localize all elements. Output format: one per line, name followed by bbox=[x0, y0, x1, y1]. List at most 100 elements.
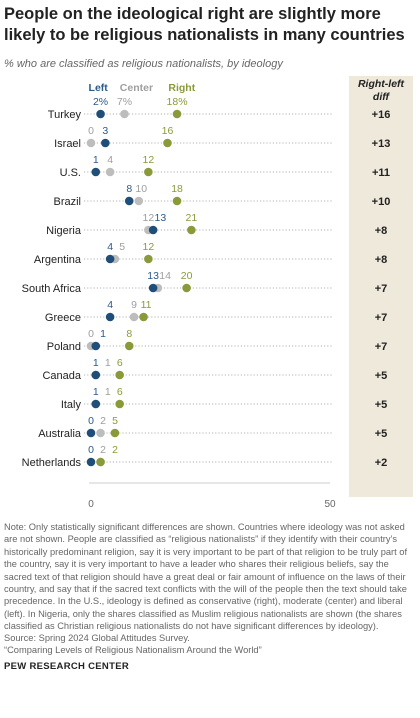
diff-value: +10 bbox=[372, 196, 391, 208]
country-label: Argentina bbox=[34, 254, 82, 266]
row-australia: Australia 0 2 5 +5 bbox=[38, 415, 387, 440]
center-value-label: 7% bbox=[117, 96, 132, 108]
left-value-label: 0 bbox=[88, 415, 94, 427]
row-brazil: Brazil 8 10 18 +10 bbox=[53, 183, 390, 208]
country-label: Poland bbox=[47, 341, 81, 353]
country-label: Canada bbox=[42, 370, 81, 382]
row-israel: Israel 0 3 16 +13 bbox=[54, 125, 390, 150]
right-value-label: 12 bbox=[143, 241, 155, 253]
right-value-label: 12 bbox=[143, 154, 155, 166]
left-value-label: 4 bbox=[107, 299, 113, 311]
center-value-label: 0 bbox=[88, 328, 94, 340]
right-dot bbox=[124, 341, 134, 351]
left-value-label: 13 bbox=[155, 212, 167, 224]
right-dot bbox=[115, 399, 124, 409]
left-value-label: 4 bbox=[107, 241, 113, 253]
legend-left: Left bbox=[89, 82, 109, 94]
diff-value: +7 bbox=[375, 312, 388, 324]
right-dot bbox=[172, 109, 182, 119]
country-label: Israel bbox=[54, 138, 81, 150]
country-label: South Africa bbox=[22, 283, 82, 295]
center-dot bbox=[129, 312, 139, 322]
right-value-label: 6 bbox=[117, 386, 123, 398]
right-dot bbox=[187, 225, 196, 235]
diff-value: +16 bbox=[372, 109, 391, 121]
row-turkey: Turkey 2% 7% 18% +16 bbox=[48, 96, 391, 121]
left-value-label: 1 bbox=[93, 154, 99, 166]
center-dot bbox=[120, 109, 129, 119]
right-value-label: 6 bbox=[117, 357, 123, 369]
right-dot bbox=[115, 370, 124, 380]
left-dot bbox=[105, 254, 115, 264]
left-value-label: 1 bbox=[100, 328, 106, 340]
center-dot bbox=[86, 138, 96, 148]
row-south-africa: South Africa 13 14 20 +7 bbox=[22, 270, 388, 295]
left-dot bbox=[91, 370, 101, 380]
right-value-label: 16 bbox=[162, 125, 174, 137]
center-dot bbox=[134, 196, 144, 206]
diff-value: +5 bbox=[375, 399, 388, 411]
left-value-label: 2% bbox=[93, 96, 108, 108]
right-dot bbox=[163, 138, 172, 148]
center-value-label: 1 bbox=[105, 357, 111, 369]
left-dot bbox=[148, 283, 158, 293]
right-dot bbox=[144, 167, 153, 177]
diff-column-background bbox=[349, 76, 413, 497]
legend-right: Right bbox=[168, 82, 195, 94]
diff-value: +7 bbox=[375, 283, 388, 295]
right-dot bbox=[182, 283, 191, 293]
pew-logo-text: PEW RESEARCH CENTER bbox=[4, 661, 129, 672]
center-value-label: 4 bbox=[107, 154, 113, 166]
country-label: Greece bbox=[45, 312, 81, 324]
left-dot bbox=[96, 109, 105, 119]
chart-title: People on the ideological right are slig… bbox=[4, 5, 405, 44]
left-value-label: 3 bbox=[102, 125, 108, 137]
left-dot bbox=[91, 341, 101, 351]
left-dot bbox=[101, 138, 110, 148]
diff-column-header: Right-left diff bbox=[357, 78, 405, 103]
center-value-label: 12 bbox=[143, 212, 155, 224]
center-value-label: 2 bbox=[100, 415, 106, 427]
center-value-label: 9 bbox=[131, 299, 137, 311]
report-title: “Comparing Levels of Religious Nationali… bbox=[4, 645, 262, 655]
country-label: Italy bbox=[61, 399, 82, 411]
diff-value: +2 bbox=[375, 457, 388, 469]
left-value-label: 13 bbox=[147, 270, 159, 282]
diff-value: +7 bbox=[375, 341, 388, 353]
country-label: Australia bbox=[38, 428, 82, 440]
left-dot bbox=[86, 457, 96, 467]
center-value-label: 10 bbox=[135, 183, 147, 195]
x-tick-label: 50 bbox=[324, 499, 336, 510]
right-value-label: 21 bbox=[186, 212, 198, 224]
diff-value: +5 bbox=[375, 428, 388, 440]
left-dot bbox=[105, 312, 115, 322]
country-label: Brazil bbox=[53, 196, 81, 208]
right-value-label: 20 bbox=[181, 270, 193, 282]
left-dot bbox=[148, 225, 158, 235]
center-value-label: 5 bbox=[119, 241, 125, 253]
center-value-label: 1 bbox=[105, 386, 111, 398]
right-value-label: 5 bbox=[112, 415, 118, 427]
right-value-label: 18 bbox=[171, 183, 183, 195]
right-dot bbox=[172, 196, 182, 206]
x-tick-label: 0 bbox=[88, 499, 94, 510]
diff-value: +8 bbox=[375, 225, 388, 237]
center-dot bbox=[105, 167, 115, 177]
country-label: Nigeria bbox=[46, 225, 82, 237]
row-argentina: Argentina 4 5 12 +8 bbox=[34, 241, 387, 266]
country-label: Turkey bbox=[48, 109, 82, 121]
chart-subtitle: % who are classified as religious nation… bbox=[4, 58, 283, 70]
right-dot bbox=[144, 254, 153, 264]
diff-value: +8 bbox=[375, 254, 388, 266]
center-dot bbox=[96, 428, 105, 438]
country-label: Netherlands bbox=[22, 457, 82, 469]
row-greece: Greece 4 9 11 +7 bbox=[45, 299, 387, 324]
diff-value: +13 bbox=[372, 138, 391, 150]
diff-value: +5 bbox=[375, 370, 388, 382]
diff-value: +11 bbox=[372, 167, 390, 179]
center-value-label: 14 bbox=[159, 270, 171, 282]
